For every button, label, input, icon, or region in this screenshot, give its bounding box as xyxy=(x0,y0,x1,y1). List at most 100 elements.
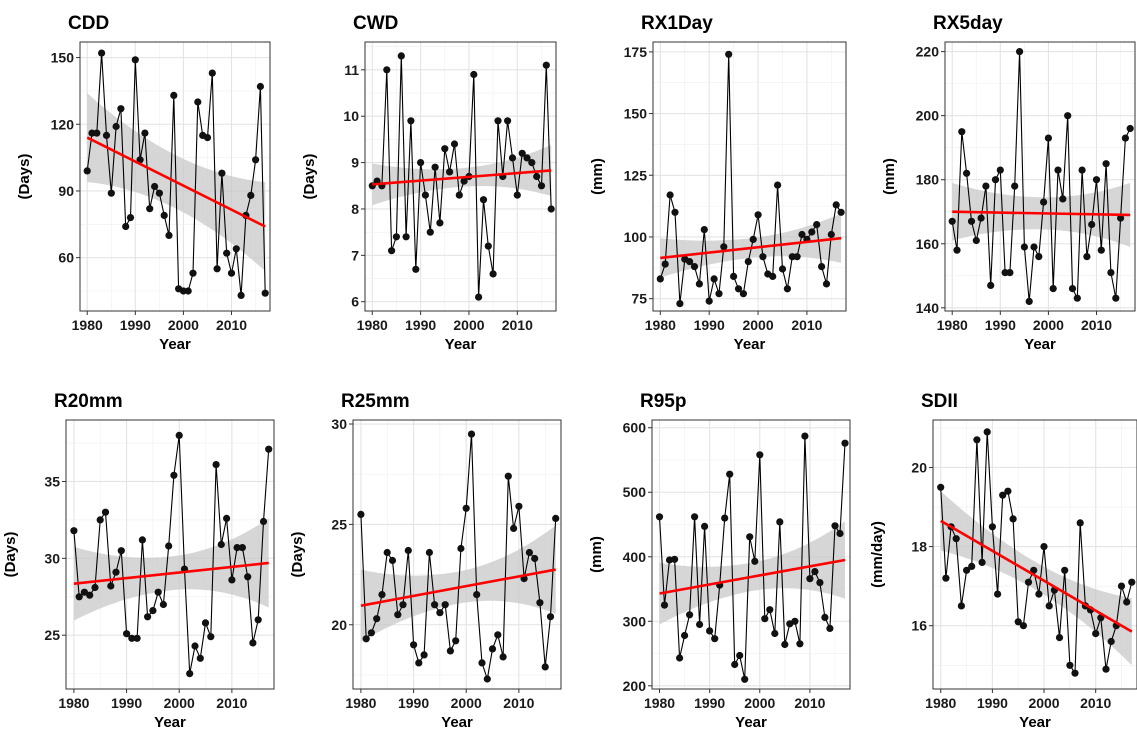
x-tick-label: 2010 xyxy=(794,695,825,711)
data-point xyxy=(972,236,980,245)
y-tick-label: 6 xyxy=(351,294,359,310)
data-point xyxy=(756,451,764,459)
plot-border xyxy=(652,41,847,312)
panel-title: RX5day xyxy=(933,13,1003,34)
data-point xyxy=(796,640,804,648)
plot-border xyxy=(79,41,271,312)
data-point xyxy=(952,535,960,543)
data-point xyxy=(655,513,664,521)
data-point xyxy=(515,502,523,510)
series-line xyxy=(360,434,557,680)
x-axis-label: Year xyxy=(1019,714,1051,731)
data-point xyxy=(431,163,439,171)
x-tick-label: 2010 xyxy=(502,317,533,333)
data-point xyxy=(811,568,819,576)
data-point xyxy=(170,91,178,99)
panel-title: CDD xyxy=(68,13,109,34)
data-point xyxy=(1054,166,1062,174)
y-tick-label: 35 xyxy=(44,473,60,489)
data-point xyxy=(778,265,787,273)
y-axis-label: (mm/day) xyxy=(869,521,886,588)
data-point xyxy=(165,231,173,239)
data-point xyxy=(160,211,168,219)
data-point xyxy=(70,527,78,535)
data-point xyxy=(98,49,106,57)
data-point xyxy=(1004,487,1012,495)
data-point xyxy=(388,247,396,255)
panel-title: RX1Day xyxy=(641,13,713,34)
data-point xyxy=(994,590,1002,598)
data-point xyxy=(93,129,101,137)
trend-line xyxy=(360,568,556,607)
y-tick-label: 75 xyxy=(631,291,647,307)
data-point xyxy=(213,265,221,273)
data-point xyxy=(367,629,375,637)
y-tick-label: 25 xyxy=(331,516,347,532)
x-tick-label: 2010 xyxy=(791,317,822,333)
data-point xyxy=(686,611,694,619)
data-point xyxy=(410,641,418,649)
data-point xyxy=(746,533,754,541)
data-point xyxy=(1025,297,1033,305)
data-point xyxy=(170,471,178,479)
data-point xyxy=(494,631,502,639)
data-points xyxy=(656,50,845,308)
data-point xyxy=(726,470,734,478)
data-point xyxy=(536,599,544,607)
confidence-band xyxy=(940,491,1132,666)
data-point xyxy=(107,189,115,197)
data-point xyxy=(967,217,976,225)
data-point xyxy=(378,591,386,599)
y-tick-label: 10 xyxy=(343,108,359,124)
y-tick-label: 20 xyxy=(331,617,347,633)
data-point xyxy=(783,285,792,293)
series-line xyxy=(73,435,270,674)
data-point xyxy=(102,131,111,139)
y-tick-label: 500 xyxy=(623,484,647,500)
x-tick-label: 2010 xyxy=(216,317,247,333)
y-tick-label: 9 xyxy=(351,155,359,171)
x-tick-label: 1980 xyxy=(357,317,388,333)
data-point xyxy=(711,635,719,643)
data-point xyxy=(801,432,809,440)
data-point xyxy=(528,159,536,167)
y-tick-label: 200 xyxy=(916,108,940,124)
data-point xyxy=(238,544,246,552)
data-point xyxy=(988,523,997,531)
data-point xyxy=(175,431,183,439)
data-point xyxy=(117,547,125,555)
data-point xyxy=(831,522,839,530)
data-point xyxy=(656,275,664,283)
panel-r20mm: 1980 1990 2000 2010 25 30 35 R20mm Year (Days) xyxy=(2,391,275,731)
data-point xyxy=(1061,566,1069,574)
data-point xyxy=(826,624,834,633)
data-point xyxy=(781,640,789,649)
x-tick-label: 2000 xyxy=(1028,695,1059,711)
y-tick-label: 150 xyxy=(624,106,648,122)
x-tick-label: 2000 xyxy=(451,695,482,711)
data-point xyxy=(546,613,555,621)
y-tick-label: 60 xyxy=(58,250,74,266)
x-axis-label: Year xyxy=(1024,336,1056,353)
data-point xyxy=(996,166,1004,174)
data-point xyxy=(730,272,738,280)
trend-line xyxy=(372,169,552,186)
data-point xyxy=(149,607,157,615)
data-point xyxy=(706,627,714,635)
data-point xyxy=(194,98,202,106)
data-point xyxy=(1078,166,1086,174)
data-point xyxy=(948,217,956,225)
data-point xyxy=(816,579,824,587)
data-point xyxy=(776,518,784,526)
data-point xyxy=(1011,182,1019,190)
x-tick-label: 2010 xyxy=(1081,317,1112,333)
y-axis-label: (Days) xyxy=(16,154,33,200)
data-point xyxy=(690,263,699,271)
panel-title: CWD xyxy=(353,13,398,34)
data-point xyxy=(404,546,412,555)
data-point xyxy=(184,287,192,295)
data-point xyxy=(425,548,433,557)
panel-title: R20mm xyxy=(54,391,123,412)
data-point xyxy=(402,233,410,241)
data-point xyxy=(357,510,365,518)
